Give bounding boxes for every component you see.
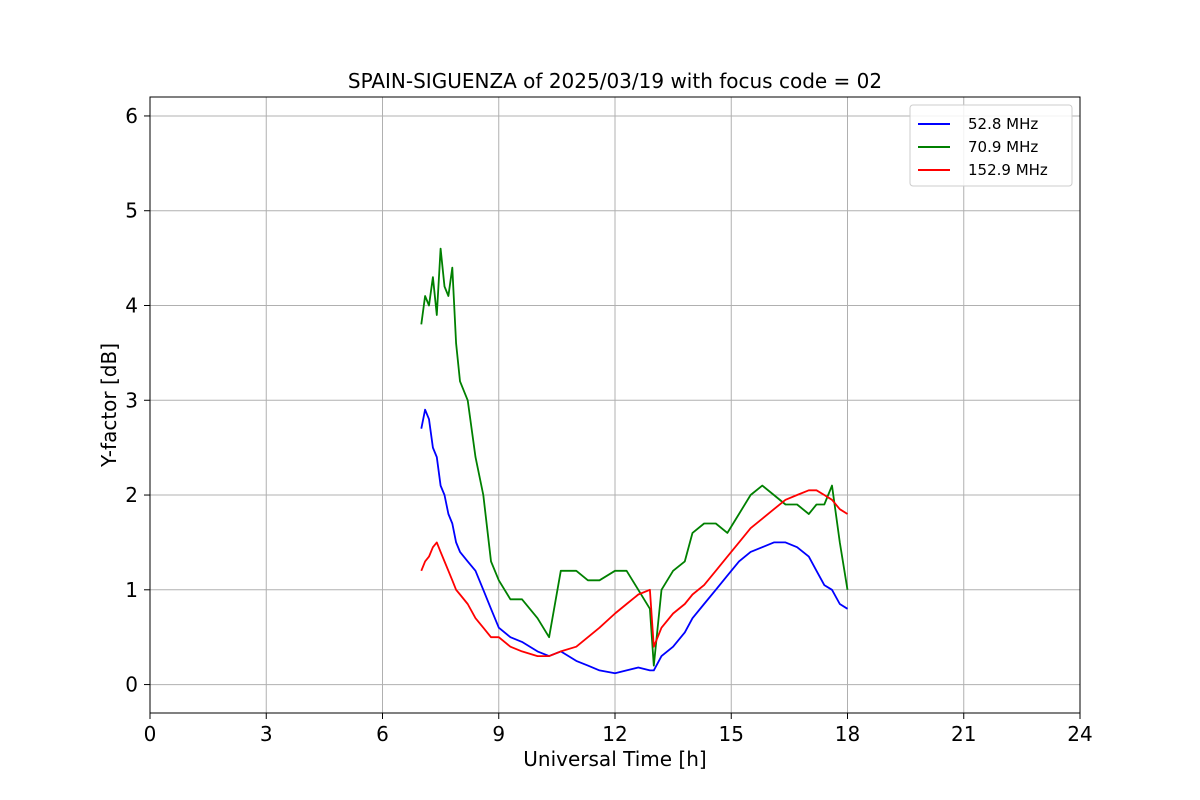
series-line <box>420 247 849 667</box>
x-tick-label: 18 <box>835 722 860 746</box>
legend-label: 52.8 MHz <box>968 115 1038 133</box>
x-tick-label: 24 <box>1067 722 1092 746</box>
x-tick-label: 15 <box>719 722 744 746</box>
chart-title: SPAIN-SIGUENZA of 2025/03/19 with focus … <box>348 69 882 93</box>
y-axis-label: Y-factor [dB] <box>97 343 121 468</box>
y-tick-label: 4 <box>125 293 138 317</box>
legend: 52.8 MHz 70.9 MHz 152.9 MHz <box>909 104 1073 187</box>
x-tick-label: 6 <box>376 722 389 746</box>
y-tick-label: 2 <box>125 483 138 507</box>
x-axis-label: Universal Time [h] <box>523 747 706 771</box>
x-tick-label: 21 <box>951 722 976 746</box>
y-tick-label: 5 <box>125 199 138 223</box>
series-line <box>420 489 848 657</box>
legend-label: 152.9 MHz <box>968 161 1048 179</box>
legend-label: 70.9 MHz <box>968 138 1038 156</box>
x-tick-label: 12 <box>602 722 627 746</box>
x-axis-ticks: 0 3 6 9 12 15 18 21 24 <box>144 713 1093 746</box>
legend-box <box>909 104 1073 187</box>
x-tick-label: 9 <box>492 722 505 746</box>
y-tick-label: 0 <box>125 673 138 697</box>
y-tick-label: 3 <box>125 388 138 412</box>
y-tick-label: 1 <box>125 578 138 602</box>
series-line <box>420 408 848 675</box>
plot-lines <box>420 247 849 675</box>
y-axis-ticks: 0 1 2 3 4 5 6 <box>125 104 150 697</box>
x-tick-label: 3 <box>260 722 273 746</box>
x-tick-label: 0 <box>144 722 157 746</box>
y-tick-label: 6 <box>125 104 138 128</box>
